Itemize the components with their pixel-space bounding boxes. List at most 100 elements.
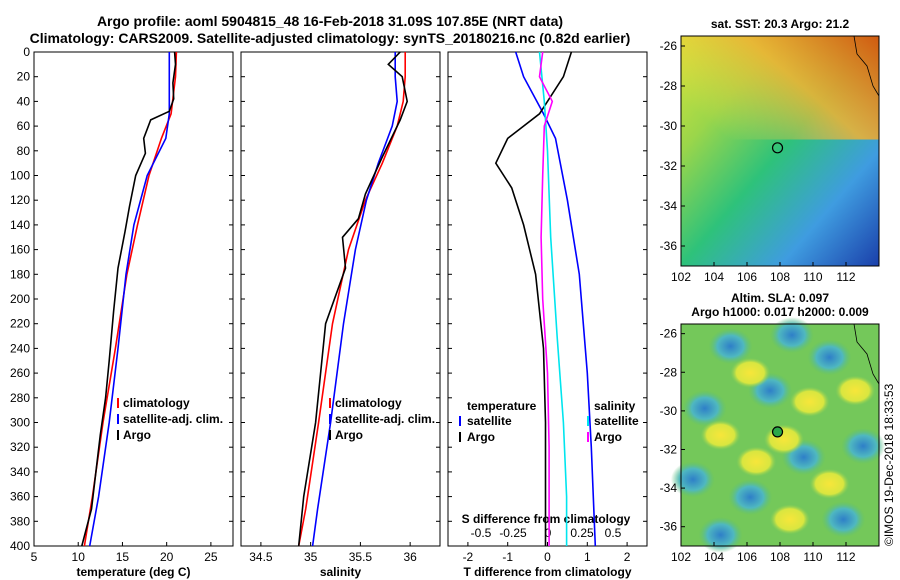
s-diff-tick-label: -0.25 <box>499 526 527 540</box>
sst-warm-field <box>681 36 879 140</box>
legend-temperature-title: temperature <box>467 399 537 413</box>
s-diff-tick-label: 0.5 <box>605 526 622 540</box>
depth-tick-label: 220 <box>10 317 30 331</box>
temperature-panel-frame <box>33 51 234 547</box>
temperature-tick-label: 5 <box>31 550 38 564</box>
s-diff-tick-label: -0.5 <box>471 526 492 540</box>
depth-tick-label: 360 <box>10 490 30 504</box>
depth-tick-label: 240 <box>10 341 30 355</box>
legend-label: satellite-adj. clim. <box>123 412 223 426</box>
coastline <box>853 35 880 97</box>
lon-tick-label: 104 <box>704 270 724 284</box>
sla-low-blob <box>682 390 727 427</box>
salinity-line-climatology <box>297 52 407 547</box>
temperature-line-argo <box>81 51 177 547</box>
t-diff-tick-label: -1 <box>502 550 513 564</box>
salinity-line-argo <box>297 51 409 547</box>
map-title: Altim. SLA: 0.097 <box>731 291 829 305</box>
salinity-line-satellite-adj-clim- <box>311 52 399 547</box>
sla-low-blob <box>698 516 743 553</box>
map-title: sat. SST: 20.3 Argo: 21.2 <box>711 17 850 31</box>
sla-low-blob <box>769 317 814 354</box>
depth-tick-label: 320 <box>10 440 30 454</box>
s-diff-tick-label: 0 <box>545 526 552 540</box>
lat-tick-label: -34 <box>660 199 678 213</box>
lat-tick-label: -30 <box>660 119 678 133</box>
lon-tick-label: 104 <box>704 550 724 564</box>
sla-high-blob <box>763 424 804 455</box>
sla-low-blob <box>670 461 715 498</box>
salinity-tick-label: 35 <box>304 550 318 564</box>
lat-tick-label: -32 <box>660 159 678 173</box>
temperature-line-climatology <box>83 51 178 547</box>
legend-label: Argo <box>123 428 151 442</box>
t-diff-axis-label: T difference from climatology <box>463 565 631 579</box>
depth-tick-label: 100 <box>10 169 30 183</box>
temperature-tick-label: 25 <box>204 550 218 564</box>
sla-high-blob <box>730 357 771 388</box>
argo-position-marker <box>771 426 784 438</box>
sla-low-blob <box>807 339 852 376</box>
lat-tick-label: -26 <box>660 327 678 341</box>
temperature-tick-label: 15 <box>116 550 130 564</box>
temperature-axis-label: temperature (deg C) <box>76 565 190 579</box>
legend-label: satellite <box>467 414 512 428</box>
temperature-line-satellite-adj-clim- <box>88 52 171 547</box>
sla-high-blob <box>769 504 810 535</box>
legend-salinity-title: salinity <box>594 399 636 413</box>
diff-line-s-argo <box>538 51 554 546</box>
s-diff-tick-label: 0.25 <box>570 526 594 540</box>
depth-tick-label: 180 <box>10 267 30 281</box>
sla-low-blob <box>728 479 773 516</box>
lon-tick-label: 108 <box>770 550 790 564</box>
lat-tick-label: -36 <box>660 520 678 534</box>
legend-label: climatology <box>123 396 190 410</box>
sla-high-blob <box>700 420 741 450</box>
depth-tick-label: 300 <box>10 416 30 430</box>
legend-label: climatology <box>335 396 402 410</box>
lat-tick-label: -28 <box>660 79 678 93</box>
lon-tick-label: 110 <box>803 550 822 564</box>
lat-tick-label: -30 <box>660 404 678 418</box>
depth-tick-label: 140 <box>10 218 30 232</box>
lat-tick-label: -32 <box>660 442 678 456</box>
depth-tick-label: 280 <box>10 391 30 405</box>
legend-label: Argo <box>467 430 495 444</box>
difference-panel-frame <box>447 51 648 547</box>
sla-high-blob <box>789 386 830 417</box>
salinity-panel-frame <box>240 51 441 547</box>
depth-tick-label: 120 <box>10 193 30 207</box>
imos-credit: ©IMOS 19-Dec-2018 18:33:53 <box>882 383 896 546</box>
depth-tick-label: 40 <box>17 94 31 108</box>
lon-tick-label: 112 <box>836 550 855 564</box>
lat-tick-label: -26 <box>660 39 678 53</box>
depth-tick-label: 0 <box>23 45 30 59</box>
title-line-1: Argo profile: aoml 5904815_48 16-Feb-201… <box>96 13 564 29</box>
lat-tick-label: -36 <box>660 239 678 253</box>
salinity-tick-label: 34.5 <box>249 550 273 564</box>
argo-position-marker <box>771 142 784 154</box>
salinity-tick-label: 36 <box>403 550 417 564</box>
t-diff-tick-label: 2 <box>624 550 631 564</box>
coastline <box>853 323 880 385</box>
legend-label: Argo <box>335 428 363 442</box>
lon-tick-label: 102 <box>671 550 691 564</box>
t-diff-tick-label: 0 <box>544 550 551 564</box>
depth-tick-label: 80 <box>17 144 31 158</box>
lon-tick-label: 108 <box>770 270 790 284</box>
title-line-2: Climatology: CARS2009. Satellite-adjuste… <box>29 30 631 46</box>
t-diff-tick-label: 1 <box>584 550 591 564</box>
lon-tick-label: 106 <box>737 270 757 284</box>
depth-tick-label: 260 <box>10 366 30 380</box>
salinity-axis-label: salinity <box>320 565 362 579</box>
temperature-tick-label: 20 <box>160 550 174 564</box>
depth-tick-label: 160 <box>10 243 30 257</box>
sla-low-blob <box>821 501 866 538</box>
sla-high-blob <box>835 375 876 406</box>
sla-high-blob <box>736 446 777 477</box>
legend-label: satellite-adj. clim. <box>335 412 435 426</box>
depth-tick-label: 380 <box>10 514 30 528</box>
lat-tick-label: -34 <box>660 481 678 495</box>
depth-tick-label: 20 <box>17 70 31 84</box>
